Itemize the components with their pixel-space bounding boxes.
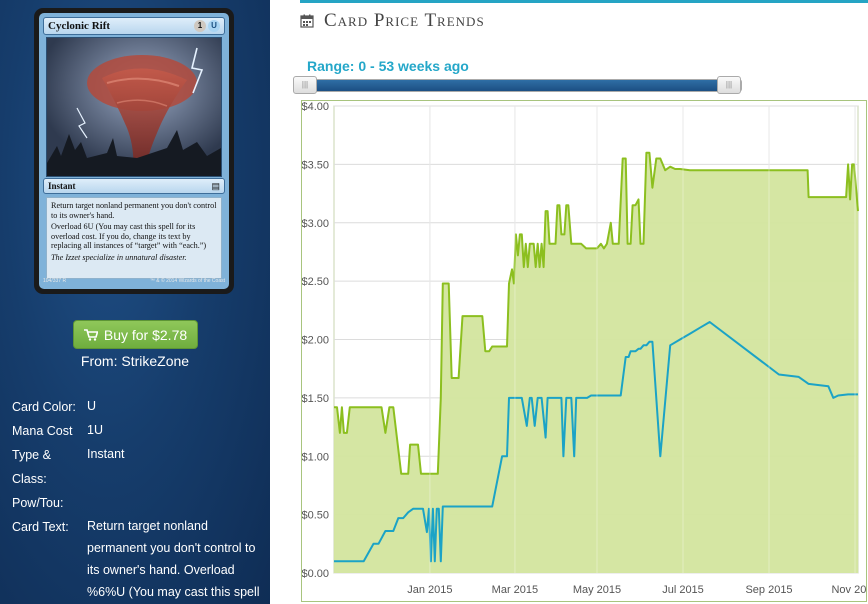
- card-frame: Cyclonic Rift 1 U: [39, 13, 229, 289]
- price-chart-svg: $0.00 $0.50 $1.00 $1.50 $2.00 $2.50 $3.00 $3.50…: [302, 101, 866, 596]
- seller-text: From: StrikeZone: [80, 353, 190, 369]
- price-chart: $0.00 $0.50 $1.00 $1.50 $2.00 $2.50 $3.00 $3.50…: [301, 100, 867, 602]
- card-name-bar: Cyclonic Rift 1 U: [43, 17, 225, 35]
- detail-value: U: [87, 399, 97, 413]
- y-tick-label: $3.50: [302, 159, 329, 171]
- range-label: Range: 0 - 53 weeks ago: [307, 58, 469, 74]
- detail-label: Type & Class:: [12, 448, 51, 486]
- set-symbol-icon: ▤: [211, 180, 220, 191]
- card-overload-text: Overload 6U (You may cast this spell for…: [51, 222, 207, 251]
- price-trends-panel: Card Price Trends Range: 0 - 53 weeks ag…: [270, 0, 868, 604]
- card-flavor-text: The Izzet specialize in unnatural disast…: [51, 252, 187, 262]
- card-collector-number: 104/337 R: [43, 278, 67, 284]
- y-tick-label: $1.00: [302, 451, 329, 463]
- y-tick-label: $3.00: [302, 218, 329, 230]
- card-image: Cyclonic Rift 1 U: [34, 8, 234, 294]
- x-tick-label: Nov 2015: [831, 584, 866, 596]
- y-tick-label: $4.00: [302, 101, 329, 113]
- range-slider-track[interactable]: [302, 79, 742, 92]
- series-area-fill-0: [334, 152, 858, 573]
- series-line-0: [334, 151, 859, 475]
- detail-label: Card Color:: [12, 400, 76, 414]
- chart-axes: $0.00 $0.50 $1.00 $1.50 $2.00 $2.50 $3.00 $3.50…: [302, 101, 866, 596]
- mana-symbol-generic: 1: [194, 20, 206, 32]
- cart-icon: [83, 328, 98, 341]
- chart-series: [334, 106, 859, 573]
- y-tick-label: $1.50: [302, 393, 329, 405]
- accent-divider: [300, 0, 868, 3]
- detail-value: [87, 491, 267, 515]
- series-line-1: [334, 321, 858, 563]
- cyclone-artwork: [47, 38, 221, 176]
- detail-label: Pow/Tou:: [12, 496, 64, 510]
- x-tick-label: Jan 2015: [407, 584, 452, 596]
- y-tick-label: $0.50: [302, 510, 329, 522]
- section-title: Card Price Trends: [324, 10, 485, 31]
- x-tick-label: Sep 2015: [745, 584, 792, 596]
- card-footer: 104/337 R ™ & © 2014 Wizards of the Coas…: [43, 276, 225, 286]
- detail-row-color: Card Color: U: [12, 395, 267, 419]
- card-rules-text: Return target nonland permanent you don'…: [51, 201, 217, 220]
- card-type-bar: Instant ▤: [43, 178, 225, 194]
- card-type-line: Instant: [48, 181, 76, 191]
- x-tick-label: Mar 2015: [492, 584, 538, 596]
- range-slider-start-handle[interactable]: |||: [293, 76, 317, 94]
- detail-value: Return target nonland permanent you don'…: [87, 519, 260, 599]
- detail-label: Mana Cost: [12, 424, 73, 438]
- x-tick-label: May 2015: [573, 584, 621, 596]
- y-tick-label: $2.50: [302, 276, 329, 288]
- card-mana-cost: 1 U: [194, 20, 220, 32]
- card-art-illustration: [46, 37, 222, 177]
- card-name: Cyclonic Rift: [48, 20, 111, 32]
- mana-symbol-blue: U: [208, 20, 220, 32]
- detail-row-mana-cost: Mana Cost 1U: [12, 419, 267, 443]
- detail-value: Instant: [87, 447, 125, 461]
- buy-button[interactable]: Buy for $2.78: [73, 320, 198, 349]
- detail-value: 1U: [87, 423, 103, 437]
- card-text-box: Return target nonland permanent you don'…: [46, 197, 222, 279]
- detail-row-type: Type & Class: Instant: [12, 443, 267, 491]
- card-copyright: ™ & © 2014 Wizards of the Coast: [149, 278, 225, 284]
- section-header: Card Price Trends: [300, 10, 485, 32]
- buy-button-label: Buy for $2.78: [103, 326, 188, 343]
- detail-label: Card Text:: [12, 520, 69, 534]
- calendar-icon: [300, 14, 314, 28]
- card-details: Card Color: U Mana Cost 1U Type & Class:…: [12, 395, 267, 604]
- y-tick-label: $0.00: [302, 568, 329, 580]
- y-tick-label: $2.00: [302, 335, 329, 347]
- card-sidebar: Cyclonic Rift 1 U: [0, 0, 270, 604]
- x-tick-label: Jul 2015: [662, 584, 704, 596]
- detail-row-card-text: Card Text: Return target nonland permane…: [12, 515, 267, 604]
- detail-row-pow-tou: Pow/Tou:: [12, 491, 267, 515]
- range-slider-end-handle[interactable]: |||: [717, 76, 741, 94]
